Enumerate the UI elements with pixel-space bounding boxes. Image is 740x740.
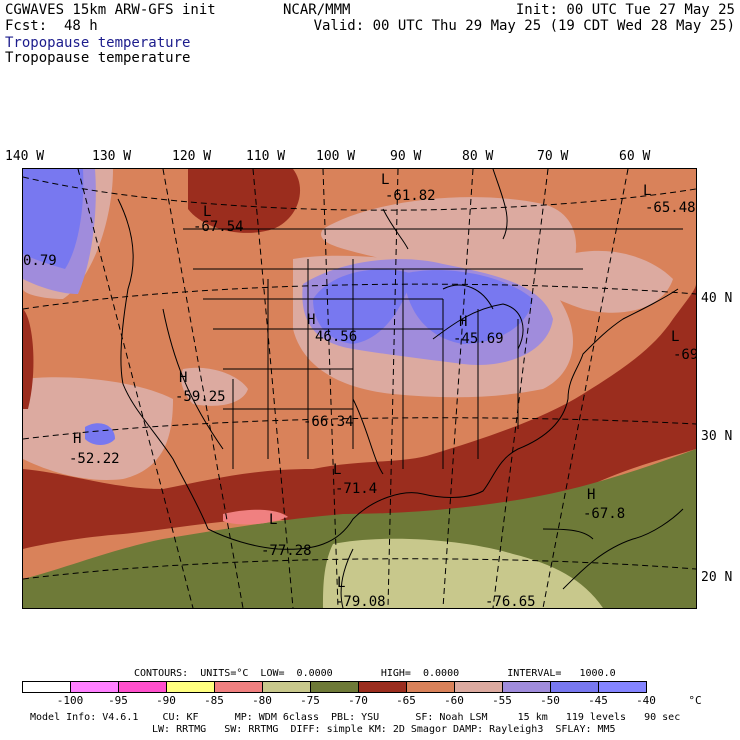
colorbar-tick: -85 bbox=[204, 694, 224, 707]
colorbar-swatch bbox=[598, 681, 647, 693]
lon-label-110w: 110 W bbox=[246, 149, 286, 164]
colorbar-unit: °C bbox=[688, 694, 702, 707]
lon-label-80w: 80 W bbox=[462, 149, 494, 164]
center-type-label: L bbox=[643, 183, 651, 199]
field-region bbox=[533, 250, 673, 313]
valid-time: Valid: 00 UTC Thu 29 May 25 (19 CDT Wed … bbox=[313, 18, 735, 34]
center-type-label: H bbox=[587, 487, 595, 503]
center-value-label: -71.4 bbox=[335, 481, 377, 497]
colorbar-tick: -65 bbox=[396, 694, 416, 707]
center-type-label: L bbox=[381, 172, 389, 188]
field-title: Tropopause temperature bbox=[5, 50, 191, 66]
colorbar-tick: -70 bbox=[348, 694, 368, 707]
map-svg: L -67.54 L -61.82 L -65.48 0.79 H 46.56 … bbox=[23, 169, 696, 608]
field-region bbox=[23, 169, 84, 269]
center-value-label: 46.56 bbox=[315, 329, 357, 345]
colorbar-swatch bbox=[406, 681, 455, 693]
colorbar-tick: -45 bbox=[588, 694, 608, 707]
center-value-label: -76.65 bbox=[485, 594, 536, 608]
center-type-label: L bbox=[203, 204, 211, 220]
center-type-label: L bbox=[337, 575, 345, 591]
colorbar-tick: -40 bbox=[636, 694, 656, 707]
center-value-label: -61.82 bbox=[385, 188, 436, 204]
colorbar-tick: -60 bbox=[444, 694, 464, 707]
center-type-label: H bbox=[307, 312, 315, 328]
map-panel: L -67.54 L -61.82 L -65.48 0.79 H 46.56 … bbox=[22, 168, 697, 609]
center-type-label: L bbox=[333, 462, 341, 478]
field-region bbox=[85, 423, 115, 445]
colorbar-swatch bbox=[22, 681, 71, 693]
center-value-label: 0.79 bbox=[23, 253, 57, 269]
center-value-label: -77.28 bbox=[261, 543, 312, 559]
colorbar-tick: -80 bbox=[252, 694, 272, 707]
field-region bbox=[323, 538, 603, 608]
colorbar-swatch bbox=[70, 681, 119, 693]
field-region bbox=[23, 284, 696, 549]
center-type-label: L bbox=[269, 512, 277, 528]
lon-label-120w: 120 W bbox=[172, 149, 212, 164]
lon-label-70w: 70 W bbox=[537, 149, 569, 164]
forecast-hour-label: Fcst: bbox=[5, 18, 48, 34]
center-type-label: L bbox=[671, 329, 679, 345]
field-region bbox=[23, 309, 34, 409]
lon-label-60w: 60 W bbox=[619, 149, 651, 164]
field-region bbox=[223, 509, 288, 525]
model-info-line1: Model Info: V4.6.1 CU: KF MP: WDM 6class… bbox=[30, 712, 681, 723]
colorbar-tick: -95 bbox=[108, 694, 128, 707]
colorbar-swatch bbox=[502, 681, 551, 693]
colorbar-swatch bbox=[310, 681, 359, 693]
colorbar-swatch bbox=[358, 681, 407, 693]
lat-label-40n: 40 N bbox=[701, 291, 733, 306]
lon-label-130w: 130 W bbox=[92, 149, 132, 164]
center-value-label: -79.08 bbox=[335, 594, 386, 608]
model-info-line2: LW: RRTMG SW: RRTMG DIFF: simple KM: 2D … bbox=[152, 724, 616, 735]
center-value-label: -65.48 bbox=[645, 200, 696, 216]
center-value-label: -52.22 bbox=[69, 451, 120, 467]
contours-info: CONTOURS: UNITS=°C LOW= 0.0000 HIGH= 0.0… bbox=[134, 668, 616, 679]
field-region bbox=[188, 169, 301, 233]
center-value-label: -66.34 bbox=[303, 414, 354, 430]
source-label: NCAR/MMM bbox=[283, 2, 351, 18]
colorbar-swatch bbox=[454, 681, 503, 693]
lon-label-90w: 90 W bbox=[390, 149, 422, 164]
forecast-hour-value: 48 h bbox=[64, 18, 98, 34]
center-value-label: -69 bbox=[673, 347, 696, 363]
graticule bbox=[23, 169, 696, 608]
colorbar-swatch bbox=[550, 681, 599, 693]
colorbar-swatch bbox=[166, 681, 215, 693]
center-type-label: H bbox=[73, 431, 81, 447]
field-region bbox=[403, 270, 533, 344]
center-value-label: -67.8 bbox=[583, 506, 625, 522]
center-type-label: H bbox=[179, 370, 187, 386]
lon-label-140w: 140 W bbox=[5, 149, 45, 164]
center-value-label: -59.25 bbox=[175, 389, 226, 405]
colorbar-tick: -90 bbox=[156, 694, 176, 707]
lat-label-30n: 30 N bbox=[701, 429, 733, 444]
lon-label-100w: 100 W bbox=[316, 149, 356, 164]
init-time: Init: 00 UTC Tue 27 May 25 bbox=[515, 2, 735, 18]
colorbar-tick: -50 bbox=[540, 694, 560, 707]
field-region bbox=[181, 367, 248, 406]
colorbar-tick: -75 bbox=[300, 694, 320, 707]
colorbar-swatch bbox=[214, 681, 263, 693]
field-region bbox=[313, 269, 413, 344]
lat-label-20n: 20 N bbox=[701, 570, 733, 585]
center-value-label: -67.54 bbox=[193, 219, 244, 235]
colorbar-tick: -55 bbox=[492, 694, 512, 707]
center-type-label: H bbox=[459, 314, 467, 330]
colorbar-swatch bbox=[118, 681, 167, 693]
colorbar-tick: -100 bbox=[56, 694, 84, 707]
center-value-label: -45.69 bbox=[453, 331, 504, 347]
colorbar-swatch bbox=[262, 681, 311, 693]
field-title-colored: Tropopause temperature bbox=[5, 35, 191, 51]
model-title: CGWAVES 15km ARW-GFS init bbox=[5, 2, 216, 18]
